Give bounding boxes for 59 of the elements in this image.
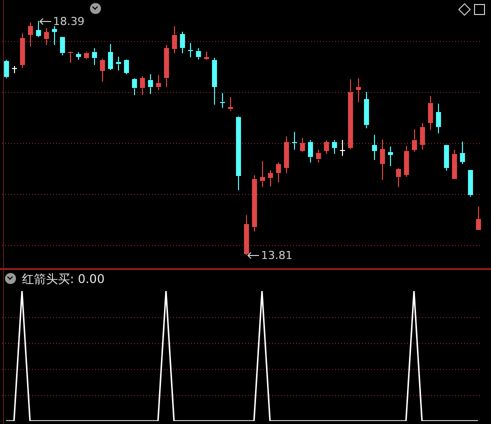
- candlestick: [468, 170, 473, 198]
- candlestick: [108, 43, 113, 71]
- candlestick: [452, 149, 457, 179]
- candlestick: [44, 28, 49, 46]
- candlestick: [92, 48, 97, 66]
- candlestick: [212, 57, 217, 106]
- candlestick: [172, 26, 177, 54]
- candlestick: [156, 74, 161, 90]
- candlestick: [436, 103, 441, 134]
- candlestick: [476, 206, 481, 230]
- candlestick: [300, 138, 305, 152]
- candlestick: [396, 168, 401, 188]
- candlestick: [428, 96, 433, 130]
- candlestick: [4, 59, 9, 79]
- candlestick: [260, 160, 265, 188]
- candlestick: [124, 60, 129, 75]
- candlestick: [180, 31, 185, 54]
- candlestick: [316, 149, 321, 164]
- candlestick: [348, 78, 353, 150]
- candlestick: [188, 42, 193, 58]
- candlestick: [196, 48, 201, 60]
- candlestick: [356, 78, 361, 103]
- candlestick: [20, 32, 25, 69]
- candlestick: [380, 139, 385, 180]
- candlestick: [332, 140, 337, 154]
- candlestick: [308, 140, 313, 164]
- candlestick: [52, 26, 57, 46]
- candlestick: [372, 134, 377, 160]
- candlestick: [84, 51, 89, 60]
- candlestick: [412, 128, 417, 152]
- candlestick: [28, 22, 33, 48]
- candlestick: [284, 136, 289, 174]
- candlestick: [420, 122, 425, 150]
- candlestick: [364, 92, 369, 129]
- candlestick: [220, 92, 225, 108]
- candlestick: [116, 56, 121, 72]
- candlestick: [460, 141, 465, 165]
- candlestick: [388, 146, 393, 167]
- candlestick: [36, 20, 41, 38]
- candlestick: [100, 58, 105, 82]
- annotation: 13.81: [261, 248, 292, 262]
- candlestick: [76, 52, 81, 60]
- candlestick: [244, 214, 249, 256]
- candlestick: [148, 74, 153, 95]
- chart-title: 红箭头买: 0.00: [22, 271, 105, 288]
- candlestick: [276, 162, 281, 183]
- candlestick: [204, 51, 209, 60]
- annotation: 18.39: [53, 14, 84, 28]
- candlestick: [324, 140, 329, 154]
- candlestick: [252, 174, 257, 232]
- candlestick: [444, 145, 449, 172]
- candlestick: [140, 76, 145, 96]
- candlestick: [268, 170, 273, 188]
- candlestick: [404, 146, 409, 178]
- candlestick: [292, 131, 297, 150]
- candlestick: [164, 44, 169, 88]
- candlestick: [228, 96, 233, 112]
- candlestick: [132, 78, 137, 96]
- candlestick: [68, 52, 73, 64]
